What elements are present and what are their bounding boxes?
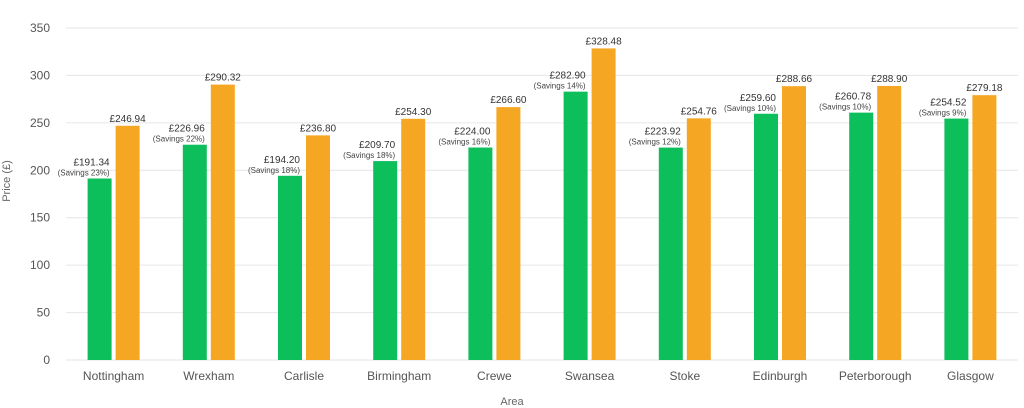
x-tick-label: Peterborough (839, 369, 912, 383)
bar-value-label: £328.48 (586, 36, 623, 47)
savings-label: (Savings 18%) (343, 151, 395, 160)
bar-value-label: £288.66 (776, 74, 813, 85)
bar-value-label: £223.92 (645, 127, 682, 138)
x-tick-label: Nottingham (83, 369, 144, 383)
bar-green (563, 91, 588, 360)
bar-orange (401, 118, 426, 360)
savings-label: (Savings 9%) (919, 109, 967, 118)
bar-value-label: £260.78 (835, 92, 872, 103)
bar-value-label: £226.96 (169, 124, 206, 135)
savings-label: (Savings 12%) (629, 138, 681, 147)
savings-label: (Savings 18%) (248, 166, 300, 175)
savings-label: (Savings 14%) (534, 82, 586, 91)
x-tick-label: Swansea (565, 369, 615, 383)
bar-value-label: £236.80 (300, 123, 337, 134)
bar-value-label: £266.60 (490, 95, 527, 106)
bar-orange (877, 85, 902, 361)
bars (87, 48, 997, 361)
bar-green (373, 161, 398, 360)
bar-value-label: £279.18 (966, 83, 1003, 94)
bar-value-label: £259.60 (740, 93, 777, 104)
bar-green (658, 147, 683, 360)
y-tick-label: 50 (37, 306, 51, 320)
x-tick-label: Crewe (477, 369, 512, 383)
bar-orange (306, 135, 330, 360)
bar-green (182, 144, 207, 360)
bar-value-label: £254.30 (395, 107, 432, 118)
x-tick-label: Birmingham (367, 369, 431, 383)
bar-value-label: £290.32 (205, 73, 242, 84)
bar-value-label: £282.90 (549, 71, 586, 82)
x-tick-label: Carlisle (284, 369, 324, 383)
bar-value-label: £254.76 (681, 106, 718, 117)
y-tick-label: 350 (30, 21, 50, 35)
bar-value-label: £288.90 (871, 74, 908, 85)
x-tick-label: Stoke (669, 369, 700, 383)
x-tick-label: Edinburgh (753, 369, 808, 383)
bar-orange (972, 95, 997, 360)
x-axis-title: Area (500, 396, 524, 408)
bar-value-label: £224.00 (454, 127, 491, 138)
data-labels: £191.34(Savings 23%)£246.94£226.96(Savin… (58, 36, 1003, 177)
y-tick-label: 0 (43, 353, 50, 367)
bar-orange (782, 86, 806, 361)
savings-label: (Savings 10%) (819, 103, 871, 112)
y-tick-label: 300 (30, 68, 50, 82)
bar-orange (210, 84, 235, 360)
x-tick-label: Wrexham (183, 369, 234, 383)
bar-value-label: £194.20 (264, 155, 301, 166)
bar-orange (496, 107, 521, 360)
bar-orange (115, 125, 140, 361)
savings-label: (Savings 23%) (58, 169, 110, 178)
bar-green (278, 175, 302, 360)
bar-green (849, 112, 874, 360)
bar-orange (686, 118, 711, 360)
bar-green (944, 118, 969, 360)
savings-label: (Savings 16%) (438, 138, 490, 147)
y-tick-label: 150 (30, 211, 50, 225)
bar-green (754, 113, 778, 360)
y-axis-ticks: 0 50 100 150 200 250 300 350 (30, 21, 50, 367)
x-tick-label: Glasgow (947, 369, 994, 383)
y-axis-title: Price (£) (1, 160, 13, 202)
savings-label: (Savings 10%) (724, 104, 776, 113)
bar-green (87, 178, 112, 360)
bar-value-label: £246.94 (110, 114, 147, 125)
bar-value-label: £209.70 (359, 140, 396, 151)
savings-label: (Savings 22%) (153, 135, 205, 144)
bar-value-label: £191.34 (73, 158, 110, 169)
y-tick-label: 250 (30, 116, 50, 130)
bar-orange (591, 48, 616, 360)
x-axis-ticks: Nottingham Wrexham Carlisle Birmingham Crewe… (83, 369, 994, 383)
bar-value-label: £254.52 (930, 98, 967, 109)
bar-green (468, 147, 493, 360)
y-tick-label: 100 (30, 258, 50, 272)
y-tick-label: 200 (30, 163, 50, 177)
